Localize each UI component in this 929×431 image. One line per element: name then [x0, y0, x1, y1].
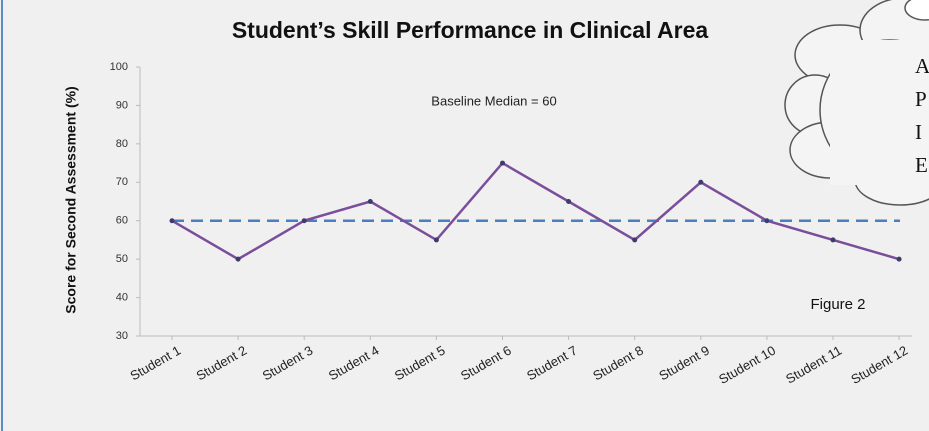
callout-line: I [915, 120, 922, 144]
data-point [698, 180, 703, 185]
data-point [236, 257, 241, 262]
page: {"chart_data": {"type": "line", "title":… [0, 0, 929, 431]
chart-title: Student’s Skill Performance in Clinical … [232, 17, 709, 43]
data-point [302, 218, 307, 223]
y-tick-label: 30 [116, 330, 128, 342]
data-point [764, 218, 769, 223]
callout-line: P [915, 87, 927, 111]
chart: Student’s Skill Performance in Clinical … [0, 0, 929, 431]
data-point [566, 199, 571, 204]
data-point [831, 237, 836, 242]
y-axis-label: Score for Second Assessment (%) [63, 86, 79, 313]
y-tick-label: 100 [110, 61, 128, 73]
y-tick-label: 40 [116, 291, 128, 303]
y-tick-label: 50 [116, 253, 128, 265]
callout-line: A [915, 54, 929, 78]
y-tick-label: 60 [116, 215, 128, 227]
callout-line: E [915, 153, 928, 177]
y-tick-label: 90 [116, 99, 128, 111]
y-tick-label: 80 [116, 138, 128, 150]
data-point [897, 257, 902, 262]
y-tick-label: 70 [116, 176, 128, 188]
data-point [434, 237, 439, 242]
data-point [500, 161, 505, 166]
data-point [632, 237, 637, 242]
baseline-label: Baseline Median = 60 [431, 93, 556, 108]
data-point [368, 199, 373, 204]
figure-label: Figure 2 [810, 296, 865, 313]
data-point [170, 218, 175, 223]
